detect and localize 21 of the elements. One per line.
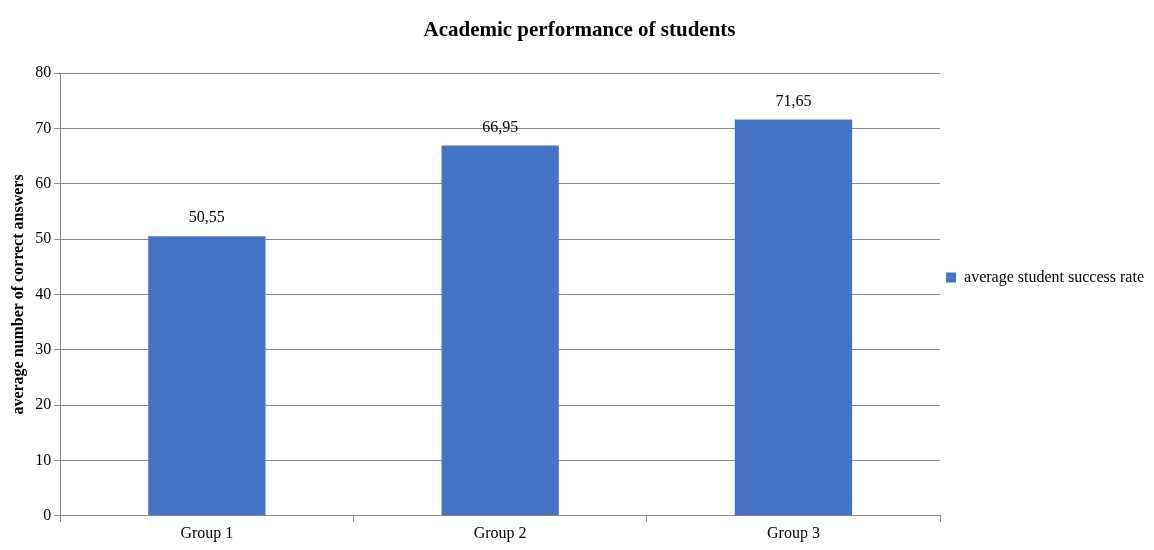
bar bbox=[148, 236, 266, 516]
y-tick-label: 80 bbox=[35, 63, 52, 81]
y-tick-label: 70 bbox=[35, 118, 52, 136]
legend-label: average student success rate bbox=[964, 267, 1145, 286]
y-tick-label: 50 bbox=[35, 229, 52, 247]
x-tick-label: Group 3 bbox=[766, 523, 820, 542]
x-tick-label: Group 2 bbox=[473, 523, 527, 542]
x-tick-label: Group 1 bbox=[180, 523, 234, 542]
data-label: 66,95 bbox=[482, 117, 519, 135]
bar bbox=[734, 119, 853, 516]
chart-title: Academic performance of students bbox=[423, 17, 736, 42]
y-axis-title: average number of correct answers bbox=[8, 174, 27, 415]
y-tick-label: 40 bbox=[35, 284, 52, 302]
data-label: 71,65 bbox=[775, 91, 812, 109]
y-tick-label: 10 bbox=[35, 450, 52, 468]
data-label: 50,55 bbox=[188, 208, 225, 226]
bar bbox=[441, 145, 559, 516]
y-tick-label: 20 bbox=[35, 395, 52, 413]
y-tick-label: 0 bbox=[43, 506, 52, 523]
y-tick-label: 60 bbox=[35, 174, 52, 192]
y-tick-label: 30 bbox=[35, 340, 52, 358]
